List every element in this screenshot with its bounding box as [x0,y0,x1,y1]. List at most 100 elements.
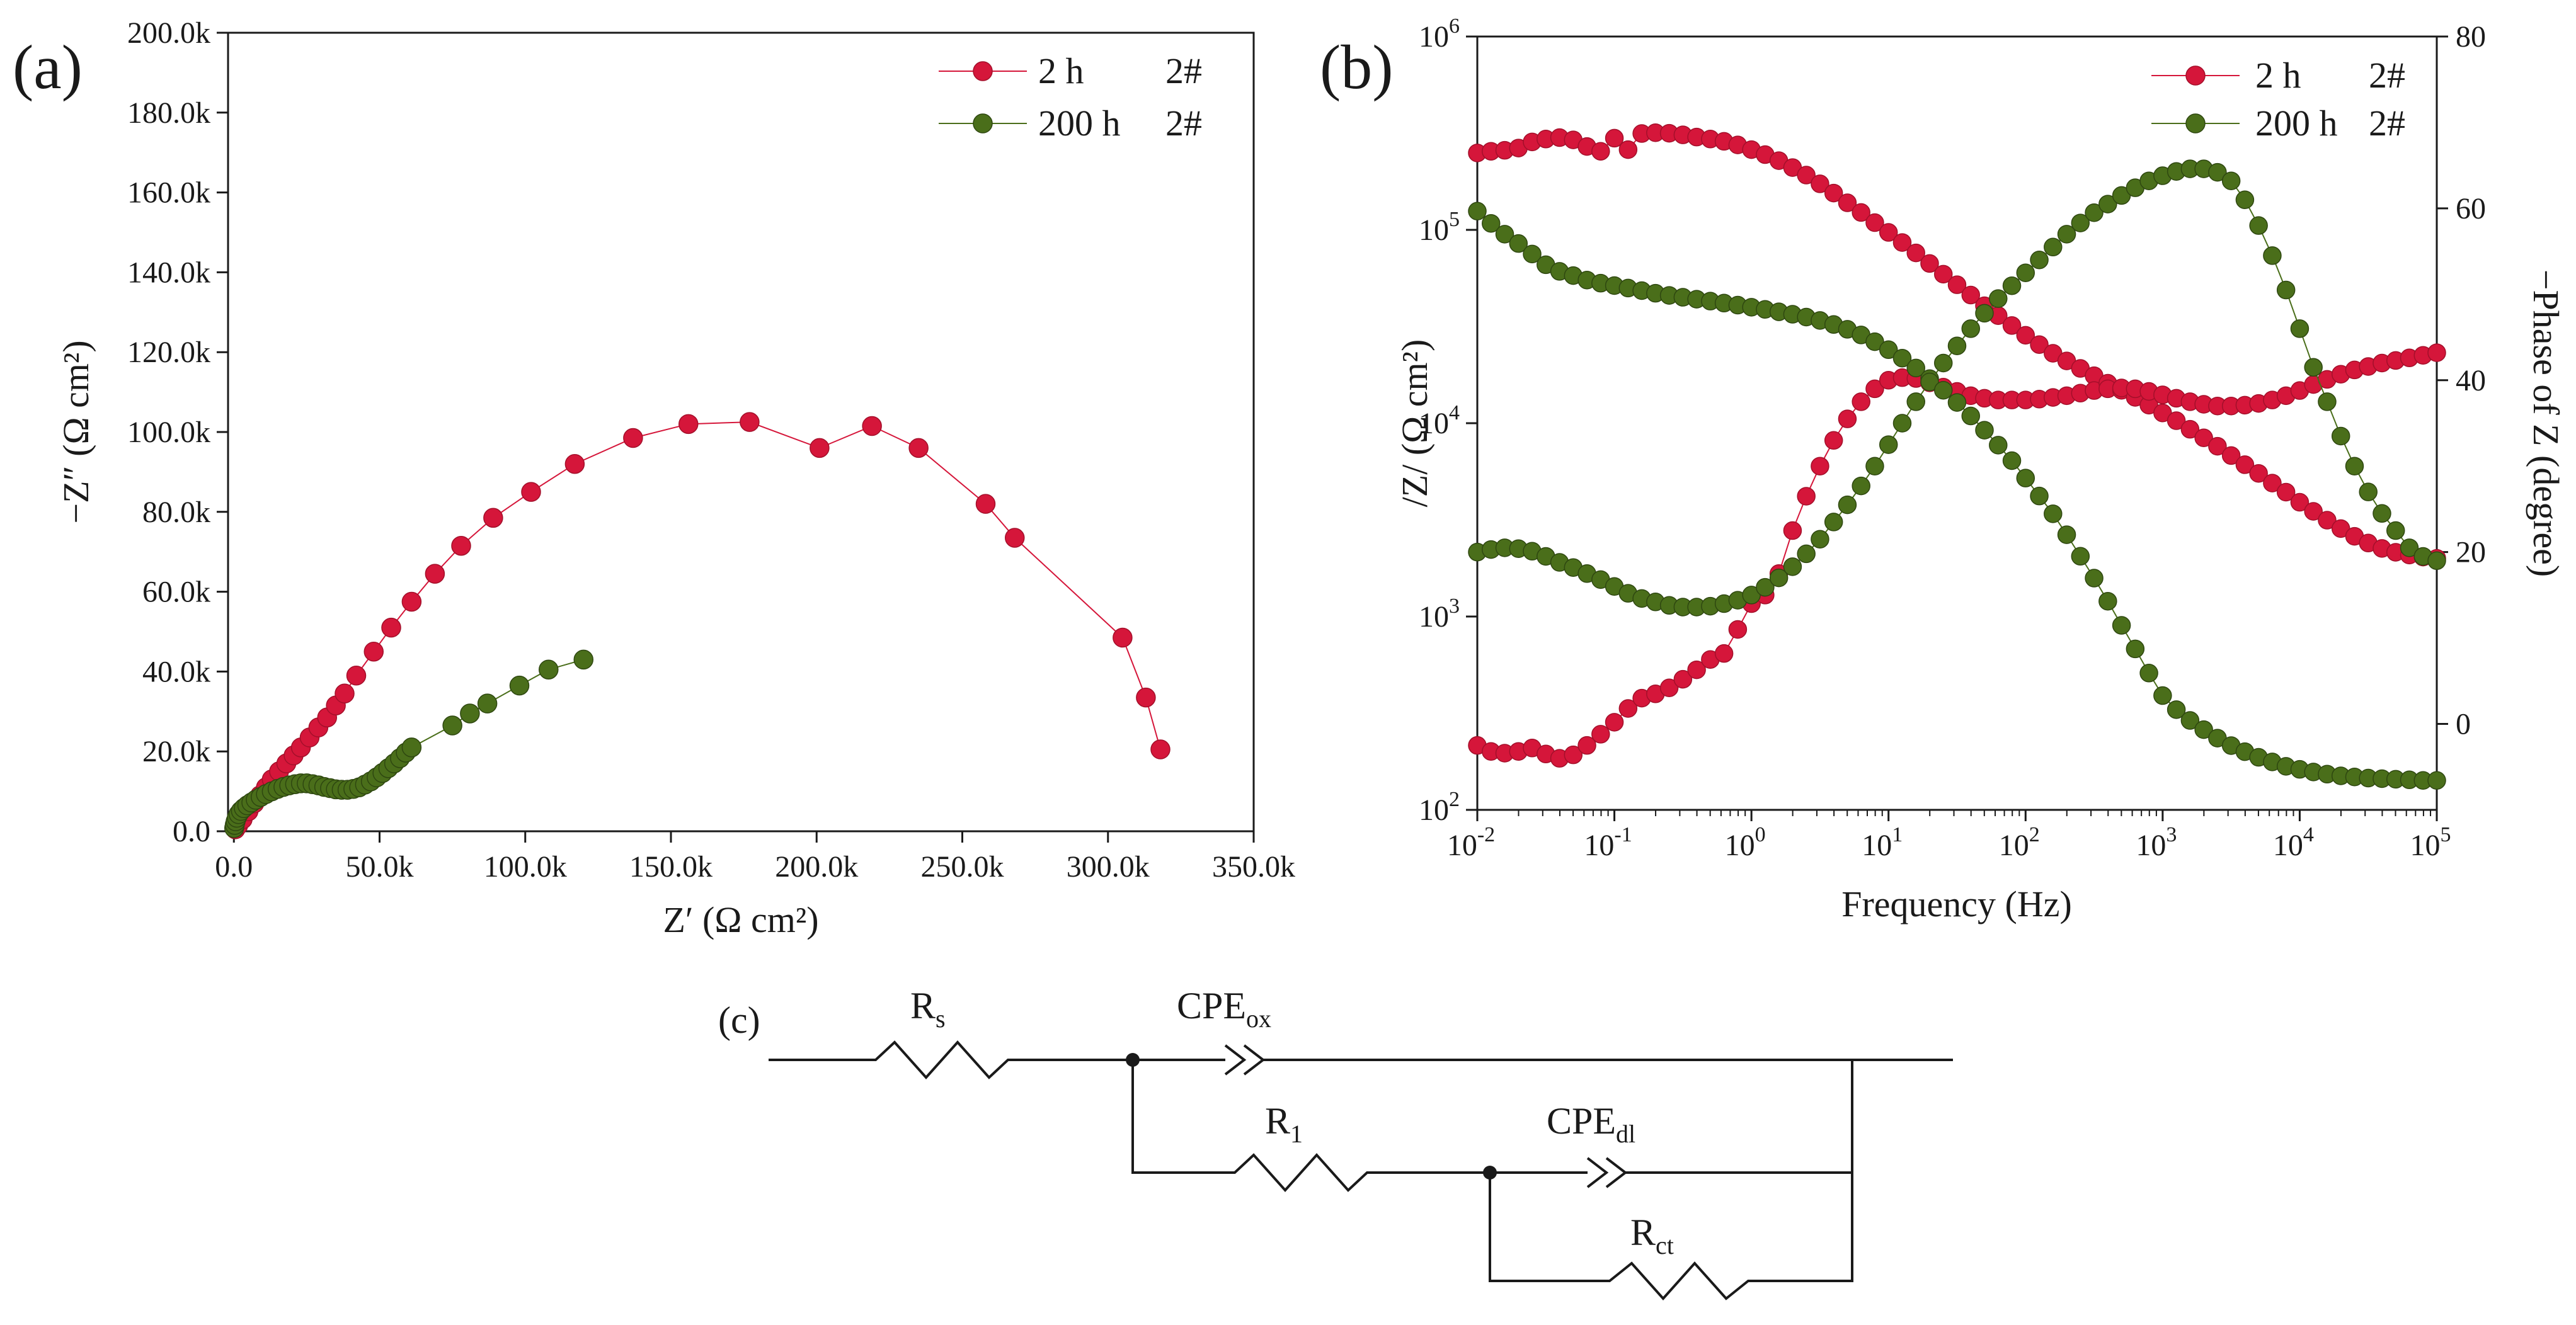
a-point [335,683,355,704]
b-modulus-point [2167,700,2186,719]
b-modulus-point [1892,348,1912,368]
panel-c-circuit: (c) Rs CPEox R1 CPEdl Rct [718,985,1953,1301]
b-phase-point [1852,476,1870,496]
a-y-tick-label: 20.0k [142,735,210,768]
b-modulus-point [1961,285,1981,305]
panel-b-label: (b) [1320,32,1394,102]
b-modulus-point [2044,504,2063,523]
legend-b-sample-200h: 2# [2369,103,2405,144]
panel-b-legend: 2 h 2# 200 h 2# [2151,55,2405,144]
a-point [1150,739,1171,759]
b-phase-point [1989,289,2008,308]
b-phase-point [2071,213,2090,232]
panel-a-label: (a) [13,32,83,102]
b-phase-point [1783,521,1802,540]
b-modulus-point [1906,243,1925,263]
b-phase-point [2359,482,2378,501]
b-phase-point [1591,725,1610,744]
a-point [401,737,422,758]
b-modulus-point [2318,511,2337,530]
b-modulus-point [2139,664,2158,683]
legend-b-sample-2h: 2# [2369,55,2405,96]
b-phase-point [2002,276,2022,295]
legend-b-marker-2h [2185,65,2206,86]
b-modulus-point [2153,686,2172,705]
b-y-tick-label: 103 [1419,594,1460,634]
panel-a-frame [227,31,1255,833]
a-point [451,535,471,556]
a-point [364,641,384,662]
a-y-tick-label: 140.0k [127,256,210,289]
a-x-tick-label: 100.0k [484,850,567,884]
b-modulus-point [2085,569,2104,588]
a-point [862,416,882,436]
b-phase-point [1947,336,1967,355]
b-y2-tick-label: 0 [2456,708,2471,741]
b-modulus-point [2016,326,2035,345]
b-phase-point [2331,426,2350,446]
b-phase-point [1797,544,1816,564]
b-modulus-point [2180,711,2200,730]
b-modulus-point [1947,275,1967,294]
cpe-dl-plate-2 [1605,1157,1628,1188]
a-point [521,482,541,502]
b-modulus-point [2427,771,2446,790]
a-x-tick-label: 350.0k [1212,850,1295,884]
b-y-tick-label: 105 [1419,208,1460,247]
b-phase-point [1783,557,1802,576]
resistor-rct [1489,1060,1853,1301]
b-modulus-point [2235,455,2255,474]
b-phase-point [2427,343,2446,362]
b-phase-point [1961,319,1981,338]
a-point [678,414,699,435]
b-phase-point [2221,171,2241,190]
panel-a-points [224,412,1171,839]
b-phase-point [2016,263,2035,282]
panel-b-points [1468,123,2446,790]
b-y-tick-label: 106 [1419,14,1460,54]
b-modulus-point [1618,140,1638,159]
a-point [381,617,401,638]
b-modulus-point [1865,213,1884,232]
legend-b-label-2h: 2 h [2255,55,2301,96]
b-modulus-point [1879,340,1898,360]
b-modulus-point [1482,213,1501,233]
b-phase-point [2098,195,2117,213]
panel-b-x-axis: 10-2 10-1 100 101 102 103 104 105 [1447,810,2451,862]
b-phase-point [2057,225,2076,244]
legend-marker-200h [973,113,993,134]
b-modulus-point [1961,406,1981,426]
b-modulus-point [2276,482,2296,502]
b-x-tick-label: 104 [2273,823,2314,862]
legend-label-2h: 2 h [1038,50,1084,91]
b-phase-point [1728,620,1748,639]
b-y2-tick-label: 80 [2456,20,2486,54]
a-point [623,428,643,448]
a-point [564,453,585,474]
a-point [509,675,530,696]
resistor-r1 [1131,1060,1490,1193]
a-x-tick-label: 150.0k [629,850,713,884]
a-x-tick-label: 200.0k [775,850,858,884]
a-point [1113,627,1133,648]
label-cpe-ox: CPEox [1177,985,1271,1033]
b-modulus-point [2112,616,2131,635]
b-modulus-point [1509,234,1528,253]
label-rs: Rs [910,985,946,1033]
b-x-tick-label: 10-1 [1584,823,1632,862]
a-point [442,715,462,736]
b-phase-point [1920,372,1939,392]
b-modulus-point [1824,183,1843,203]
a-point [908,438,929,458]
panel-a-y-axis-title: −Z″ (Ω cm²) [55,340,96,523]
b-modulus-point [2057,525,2076,544]
b-phase-point [1756,577,1775,597]
a-y-tick-label: 60.0k [142,576,210,609]
b-phase-point [2304,358,2323,377]
a-y-tick-label: 0.0 [173,815,210,848]
b-phase-point [1605,713,1624,732]
b-phase-point [1618,699,1638,718]
b-phase-point [2290,319,2310,338]
b-phase-point [2249,216,2268,235]
a-point [460,703,480,724]
